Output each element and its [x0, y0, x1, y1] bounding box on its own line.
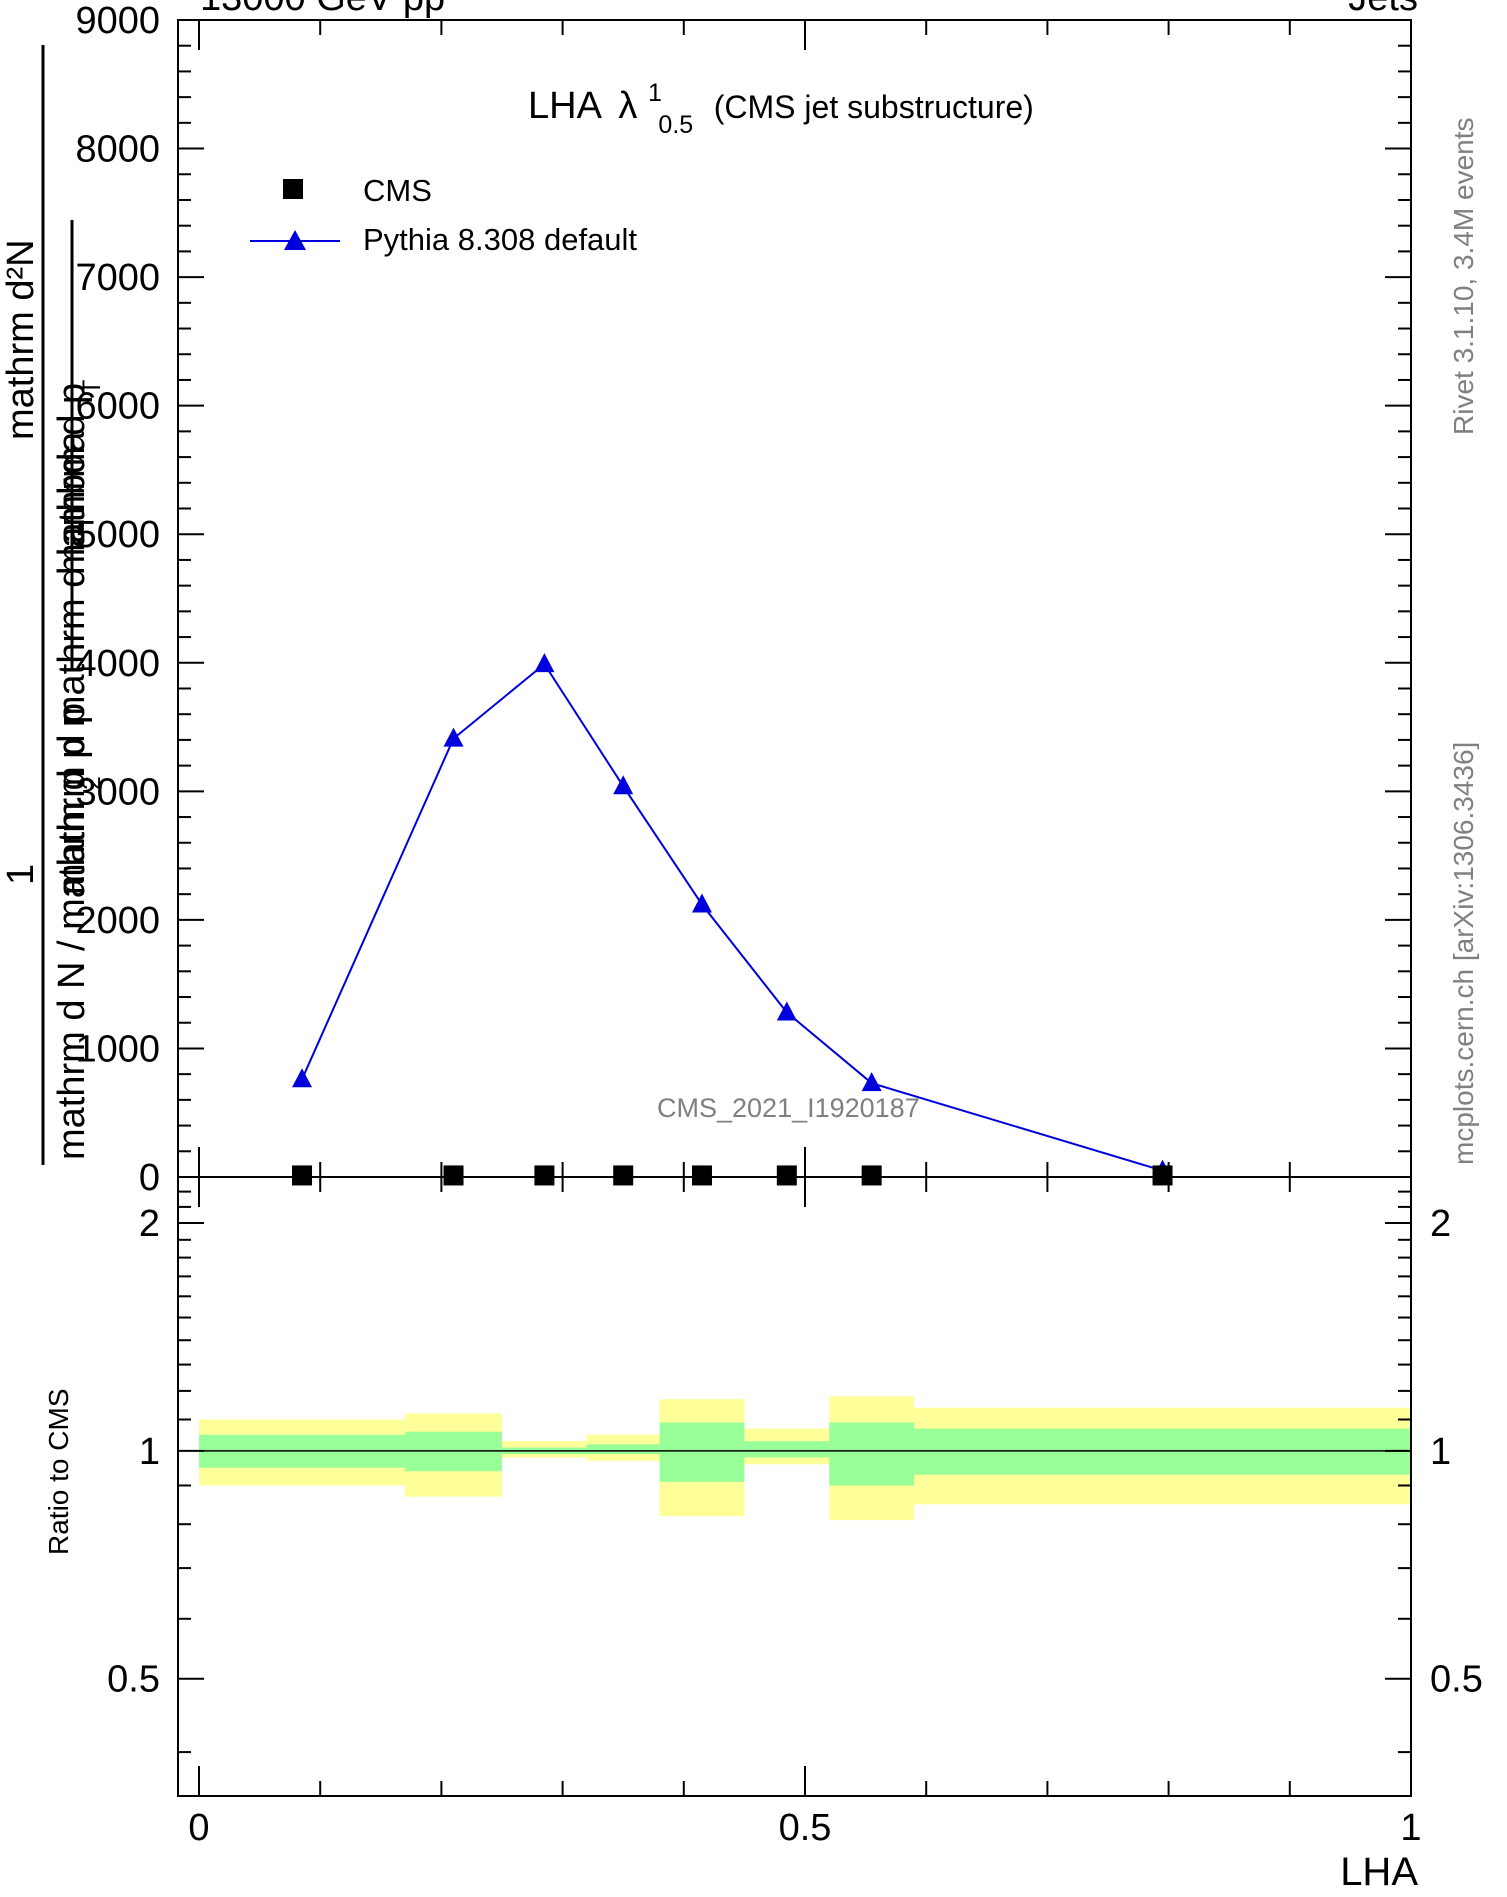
cms-point — [691, 1165, 712, 1186]
x-tick-label: 0.5 — [779, 1807, 832, 1849]
title-subscript: 0.5 — [658, 111, 693, 139]
rivet-label: Rivet 3.1.10, 3.4M events — [1448, 117, 1479, 435]
ratio-y-tick-label-left: 2 — [139, 1203, 160, 1245]
y-tick-label: 3000 — [75, 771, 160, 813]
main-y-axis-title: 1 mathrm d N / mathrm d p mathrm d lambd… — [0, 45, 106, 1165]
pythia-point — [534, 653, 555, 673]
pythia-point — [443, 727, 464, 747]
plot-title: LHA λ 1 0.5 (CMS jet substructure) — [528, 68, 1034, 142]
y-tick-label: 9000 — [75, 0, 160, 42]
ratio-y-tick-label-right: 0.5 — [1430, 1659, 1483, 1701]
pythia-point — [776, 1001, 797, 1021]
pythia-point — [613, 775, 634, 795]
y-title-lower: mathrm d p — [51, 383, 93, 575]
cms-point — [534, 1165, 555, 1186]
ratio-y-tick-label-left: 1 — [139, 1431, 160, 1473]
y-title-subscript-2: 2 — [78, 776, 106, 790]
cms-point — [613, 1165, 634, 1186]
ratio-y-tick-labels: 0.5 0.5 1 1 2 2 — [107, 1203, 1483, 1701]
y-tick-label: 5000 — [75, 514, 160, 556]
x-tick-label: 0 — [188, 1807, 209, 1849]
legend: CMS Pythia 8.308 default — [250, 173, 637, 257]
x-tick-label: 1 — [1400, 1807, 1421, 1849]
ratio-band-inner — [914, 1428, 1411, 1475]
y-title-main: mathrm d²N — [0, 239, 42, 440]
y-tick-label: 8000 — [75, 129, 160, 171]
cms-point — [443, 1165, 464, 1186]
y-tick-label: 0 — [139, 1157, 160, 1199]
y-title-numerator: 1 — [0, 864, 42, 885]
ratio-frame — [177, 1176, 1412, 1797]
legend-cms-label: CMS — [363, 173, 432, 208]
title-lambda: λ — [618, 85, 637, 127]
ratio-band-inner — [659, 1422, 745, 1482]
legend-pythia-label: Pythia 8.308 default — [363, 222, 637, 257]
y-title-subscript-t: T — [78, 380, 106, 395]
ratio-uncertainty-bands — [199, 1396, 1411, 1521]
cms-point — [292, 1165, 313, 1186]
header-left: 13000 GeV pp — [200, 0, 445, 19]
ratio-y-tick-label-left: 0.5 — [107, 1659, 160, 1701]
y-tick-label: 2000 — [75, 900, 160, 942]
header-right: Jets — [1348, 0, 1418, 19]
main-axis-ticks — [178, 19, 1412, 1178]
legend-pythia-marker — [284, 230, 306, 250]
cms-data-points — [292, 1165, 1173, 1186]
title-note: (CMS jet substructure) — [714, 89, 1034, 125]
y-tick-label: 4000 — [75, 643, 160, 685]
pythia-point — [691, 893, 712, 913]
title-superscript: 1 — [648, 79, 662, 107]
main-y-tick-labels: 0 1000 2000 3000 4000 5000 6000 7000 8000 9000 — [75, 0, 160, 1199]
pythia-series-line — [301, 662, 1163, 1172]
ratio-band-inner — [744, 1441, 830, 1458]
ratio-y-tick-label-right: 1 — [1430, 1431, 1451, 1473]
x-axis-title: LHA — [1340, 1850, 1418, 1894]
analysis-watermark: CMS_2021_I1920187 — [657, 1093, 920, 1123]
ratio-band-inner — [586, 1444, 660, 1455]
y-title-mid: mathrm d p — [51, 703, 93, 895]
y-tick-label: 7000 — [75, 257, 160, 299]
main-panel: 0 1000 2000 3000 4000 5000 6000 7000 8000 9000 LH… — [0, 0, 1412, 1199]
ratio-band-inner — [829, 1422, 915, 1486]
ratio-y-tick-label-right: 2 — [1430, 1203, 1451, 1245]
ratio-panel: 0.5 0.51 12 2 0 0.5 1 Ratio to CMS LHA — [43, 1176, 1483, 1894]
y-tick-label: 6000 — [75, 386, 160, 428]
cms-point — [1152, 1165, 1173, 1186]
mcplots-label: mcplots.cern.ch [arXiv:1306.3436] — [1448, 742, 1479, 1165]
ratio-x-tick-labels: 0 0.5 1 — [188, 1807, 1421, 1849]
legend-cms-marker — [283, 179, 303, 199]
cms-point — [776, 1165, 797, 1186]
y-tick-label: 1000 — [75, 1028, 160, 1070]
title-text: LHA — [528, 85, 603, 127]
cms-point — [861, 1165, 882, 1186]
pythia-point — [292, 1068, 313, 1088]
pythia-point — [861, 1072, 882, 1092]
ratio-y-axis-title: Ratio to CMS — [43, 1389, 74, 1556]
